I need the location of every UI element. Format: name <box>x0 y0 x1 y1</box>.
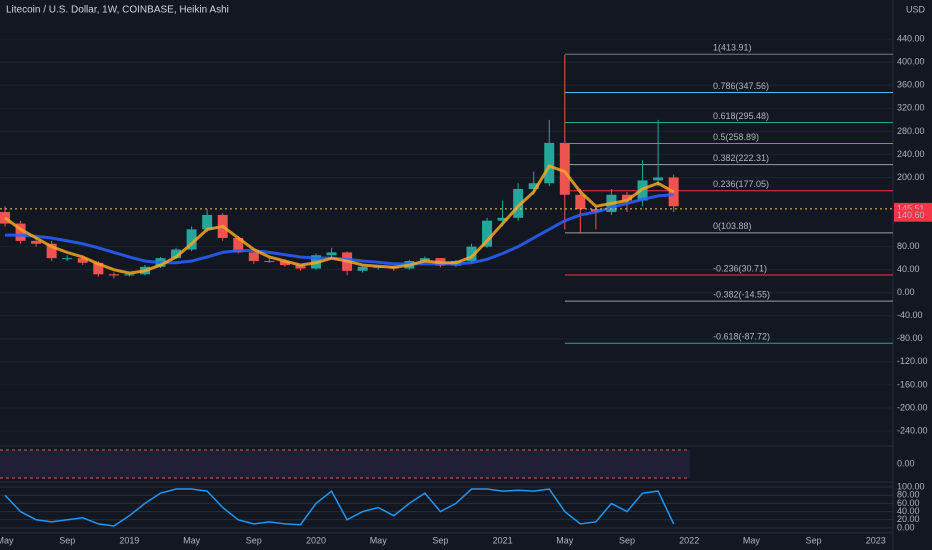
y-tick-label: 0.00 <box>897 287 915 297</box>
y-tick-label: -240.00 <box>897 425 928 435</box>
candle-body <box>202 214 213 230</box>
y-tick-label: -200.00 <box>897 402 928 412</box>
rsi-band <box>0 450 690 478</box>
candle-body <box>326 252 337 256</box>
stoch-tick-label: 80.00 <box>897 490 920 500</box>
y-tick-label: 280.00 <box>897 126 925 136</box>
y-tick-label: 80.00 <box>897 241 920 251</box>
fib-label: 1(413.91) <box>713 43 752 53</box>
stoch-line <box>4 488 675 527</box>
price-tag-label: 140.60 <box>897 210 925 220</box>
candle-body <box>31 240 42 244</box>
candle-body <box>559 142 570 195</box>
y-tick-label: -120.00 <box>897 356 928 366</box>
y-tick-label: 320.00 <box>897 103 925 113</box>
candle-body <box>108 274 119 276</box>
price-tag-label: 145.51 <box>897 203 925 213</box>
candle-body <box>264 261 275 263</box>
stoch-tick-label: 40.00 <box>897 506 920 516</box>
fib-label: 0.786(347.56) <box>713 81 769 91</box>
fib-label: -0.236(30.71) <box>713 263 767 273</box>
y-tick-label: 360.00 <box>897 80 925 90</box>
stoch-tick-label: 20.00 <box>897 514 920 524</box>
stoch-tick-label: 100.00 <box>897 481 925 491</box>
candle-body <box>46 243 57 259</box>
x-tick-label: 2020 <box>306 535 326 545</box>
y-tick-label: -80.00 <box>897 333 923 343</box>
y-tick-label: 40.00 <box>897 264 920 274</box>
currency: USD <box>906 4 926 14</box>
candle-body <box>62 258 73 260</box>
x-tick-label: May <box>556 535 574 545</box>
x-tick-label: 2023 <box>866 535 886 545</box>
y-tick-label: -160.00 <box>897 379 928 389</box>
candle-body <box>93 262 104 275</box>
fib-label: 0.618(295.48) <box>713 111 769 121</box>
candle-body <box>575 194 586 210</box>
y-tick-label: 200.00 <box>897 172 925 182</box>
candle-body <box>482 220 493 247</box>
candle-body <box>528 183 539 190</box>
price-tag <box>894 209 932 222</box>
candle-body <box>279 261 290 266</box>
x-tick-label: May <box>0 535 14 545</box>
fib-label: 0(103.88) <box>713 221 752 231</box>
x-tick-label: May <box>183 535 201 545</box>
x-tick-label: Sep <box>246 535 262 545</box>
rsi-tick-label: 0.00 <box>897 458 915 468</box>
candle-body <box>233 237 244 253</box>
x-tick-label: 2021 <box>493 535 513 545</box>
candle-body <box>248 252 259 262</box>
fib-label: -0.618(-87.72) <box>713 332 770 342</box>
y-tick-label: 240.00 <box>897 149 925 159</box>
candle-body <box>171 249 182 259</box>
x-tick-label: May <box>743 535 761 545</box>
x-tick-label: May <box>370 535 388 545</box>
candle-body <box>622 194 632 201</box>
y-tick-label: 440.00 <box>897 34 925 44</box>
x-tick-label: Sep <box>59 535 75 545</box>
chart-title: Litecoin / U.S. Dollar, 1W, COINBASE, He… <box>6 5 229 16</box>
candle-body <box>357 266 368 271</box>
moving-average <box>4 164 675 275</box>
candle-body <box>497 217 508 221</box>
candle-body <box>513 189 524 218</box>
x-tick-label: Sep <box>619 535 635 545</box>
x-tick-label: Sep <box>806 535 822 545</box>
candle-body <box>15 223 26 241</box>
y-tick-label: -40.00 <box>897 310 923 320</box>
fib-label: -0.382(-14.55) <box>713 289 770 299</box>
candle-body <box>653 177 664 181</box>
x-tick-label: 2019 <box>119 535 139 545</box>
candle-body <box>466 246 477 262</box>
stoch-tick-label: 60.00 <box>897 498 920 508</box>
candle-body <box>544 142 555 184</box>
candle-body <box>186 229 197 250</box>
candle-body <box>77 258 88 263</box>
y-tick-label: 400.00 <box>897 57 925 67</box>
fib-label: 0.382(222.31) <box>713 153 769 163</box>
fib-label: 0.236(177.05) <box>713 179 769 189</box>
candle-body <box>295 265 306 269</box>
stoch-tick-label: 0.00 <box>897 522 915 532</box>
candle-body <box>124 274 135 276</box>
x-tick-label: 2022 <box>679 535 699 545</box>
x-tick-label: Sep <box>432 535 448 545</box>
fib-label: 0.5(258.89) <box>713 132 759 142</box>
